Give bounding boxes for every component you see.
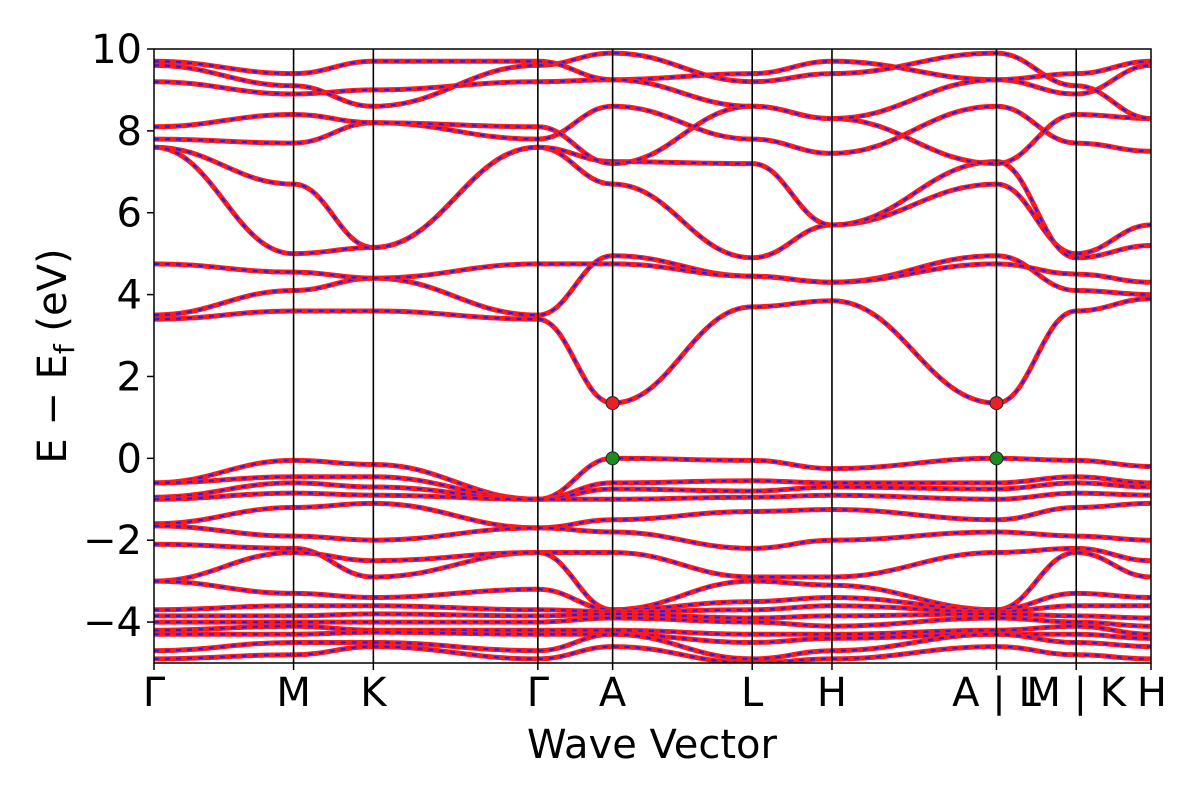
x-tick-label: M (276, 670, 311, 716)
x-tick-label: Γ (527, 670, 550, 716)
x-tick-label: A | L (952, 670, 1041, 716)
band-18-overlay (154, 580, 1151, 611)
x-tick-label: M | K (1026, 670, 1127, 716)
band-10-line (154, 455, 1151, 502)
y-tick-label: 0 (117, 436, 142, 482)
cbm-marker (989, 396, 1004, 411)
y-tick-label: 8 (117, 109, 142, 155)
band-25-overlay (154, 645, 1151, 663)
band-14-overlay (154, 502, 1151, 529)
band-0-line (154, 296, 1151, 406)
extrema-markers (605, 396, 1004, 466)
band-8-overlay (154, 52, 1151, 120)
band-19-overlay (154, 604, 1151, 613)
y-axis-title-sub: f (48, 343, 81, 354)
y-tick-label: 10 (91, 27, 142, 73)
y-tick-label: 2 (117, 354, 142, 400)
x-axis-title: Wave Vector (527, 722, 778, 768)
band-14-line (154, 500, 1151, 531)
y-tick-label: −4 (83, 600, 142, 646)
band-9-overlay (154, 60, 1151, 120)
band-6-line (154, 103, 1151, 167)
band-3-overlay (154, 146, 1151, 259)
band-17-line (154, 550, 1151, 613)
y-axis-title: E − Ef (eV) (30, 248, 81, 463)
y-axis-title-unit: (eV) (30, 248, 76, 344)
y-tick-label: −2 (83, 518, 142, 564)
kpoint-lines (292, 49, 1078, 663)
band-16-line (154, 541, 1151, 580)
band-1-overlay (154, 254, 1151, 317)
band-25-line (154, 644, 1151, 663)
band-2-overlay (154, 262, 1151, 284)
x-tick-label: H (817, 670, 847, 716)
band-5-overlay (154, 105, 1151, 155)
y-tick-label: 6 (117, 191, 142, 237)
band-0-overlay (154, 297, 1151, 405)
x-tick-label: K (360, 670, 388, 716)
band-4-line (154, 144, 1151, 261)
band-24-overlay (154, 633, 1151, 660)
plot-frame (153, 48, 1152, 664)
band-12-overlay (154, 481, 1151, 501)
band-15-overlay (154, 524, 1151, 550)
band-11-overlay (154, 475, 1151, 501)
vbm-marker (605, 451, 620, 466)
band-7-overlay (154, 60, 1151, 96)
band-20-line (154, 611, 1151, 621)
x-tick-label: A (599, 670, 627, 716)
x-tick-label: L (741, 670, 764, 716)
band-15-line (154, 523, 1151, 551)
band-22-line (154, 623, 1151, 637)
band-21-line (154, 615, 1151, 629)
band-13-overlay (154, 492, 1151, 501)
x-tick-label: H (1137, 670, 1167, 716)
vbm-marker (989, 451, 1004, 466)
band-16-overlay (154, 543, 1151, 579)
y-axis-title-main: E − E (30, 354, 76, 464)
cbm-marker (605, 396, 620, 411)
y-tick-label: 4 (117, 273, 142, 319)
bands-layer (154, 50, 1151, 663)
x-tick-label: Γ (143, 670, 166, 716)
y-axis-ticks: 10 8 6 4 2 0 −2 −4 (83, 27, 154, 646)
band-17-overlay (154, 551, 1151, 611)
